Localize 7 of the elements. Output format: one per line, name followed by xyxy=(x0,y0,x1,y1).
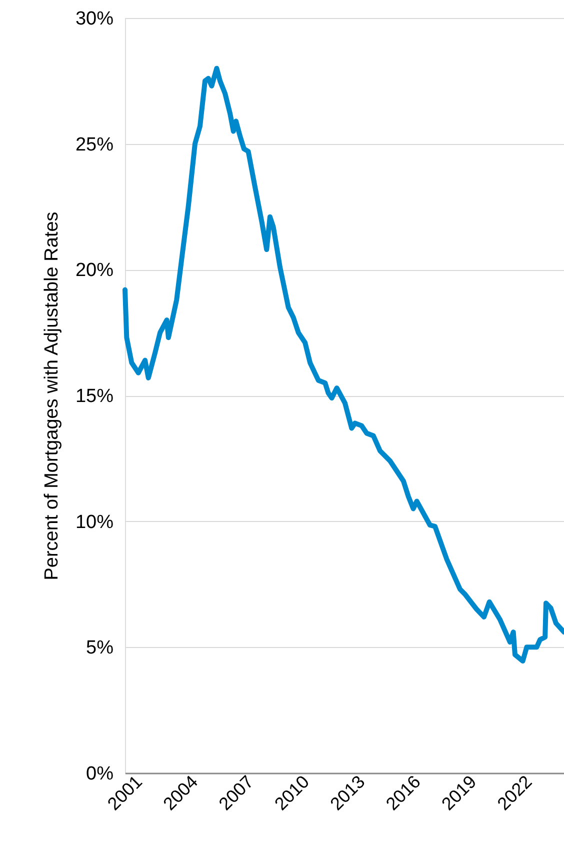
y-tick-label: 20% xyxy=(75,260,114,282)
y-axis-title: Percent of Mortgages with Adjustable Rates xyxy=(41,212,62,580)
y-tick-label: 10% xyxy=(75,512,114,533)
y-tick-label: 30% xyxy=(75,8,114,30)
y-tick-label: 25% xyxy=(75,134,114,156)
y-tick-label: 5% xyxy=(86,638,114,659)
y-tick-label: 15% xyxy=(75,386,114,407)
